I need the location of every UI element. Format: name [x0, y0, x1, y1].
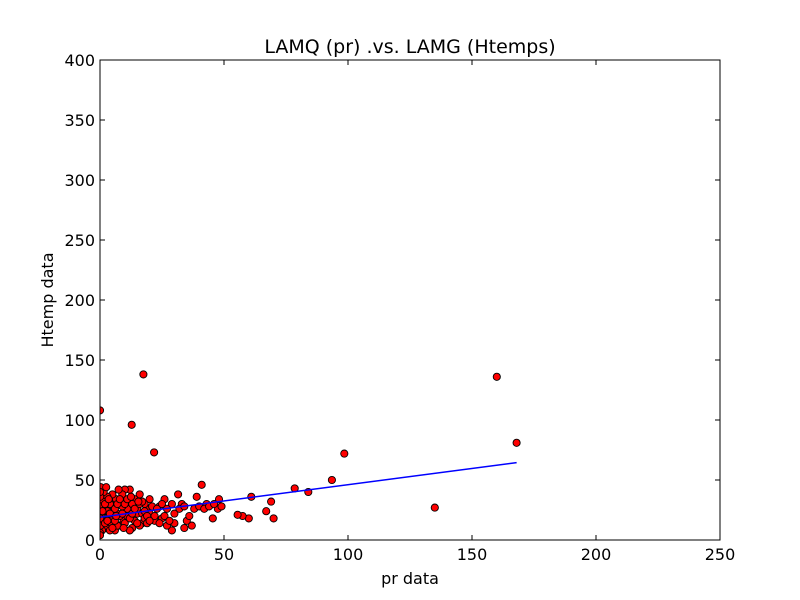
data-point: [430, 503, 439, 512]
data-point: [114, 485, 123, 494]
data-point: [167, 526, 176, 535]
data-point: [167, 499, 176, 509]
data-point: [165, 516, 174, 525]
data-point: [145, 516, 154, 525]
trend-line: [99, 461, 517, 518]
data-point: [327, 475, 336, 485]
data-point: [119, 523, 128, 533]
y-tick-label: 50: [75, 471, 95, 490]
y-tick-label: 300: [64, 171, 95, 190]
data-point: [269, 514, 278, 523]
data-point: [233, 510, 242, 519]
data-point: [145, 495, 154, 504]
y-tick-label: 200: [64, 291, 95, 310]
data-point: [267, 497, 276, 506]
plot-area: 0 50 100 150 200 250 0 50 100 150 200 250 300 350 400: [64, 51, 735, 564]
y-tick-label: 400: [64, 51, 95, 70]
y-tick-label: 250: [64, 231, 95, 250]
data-point: [217, 502, 226, 511]
x-tick-label: 150: [457, 545, 488, 564]
y-tick-label: 150: [64, 351, 95, 370]
data-point: [185, 511, 194, 521]
data-point: [102, 483, 111, 492]
data-point: [127, 420, 136, 429]
y-tick-label: 350: [64, 111, 95, 130]
x-tick-label: 250: [705, 545, 736, 564]
data-point: [180, 523, 189, 533]
data-point: [155, 519, 164, 528]
data-point: [192, 492, 201, 501]
x-tick-label: 100: [333, 545, 364, 564]
data-point: [512, 438, 521, 447]
y-tick-label: 100: [64, 411, 95, 430]
data-point: [170, 509, 179, 518]
x-tick-label: 200: [581, 545, 612, 564]
x-axis-label: pr data: [381, 569, 439, 588]
data-point: [108, 523, 117, 533]
data-point: [174, 490, 183, 499]
data-point: [100, 507, 107, 516]
data-point: [160, 511, 169, 521]
data-point: [340, 449, 349, 458]
data-point: [197, 480, 206, 489]
data-point: [262, 507, 271, 516]
data-point: [133, 519, 142, 528]
data-point: [492, 372, 501, 381]
y-tick-label: 0: [85, 531, 95, 550]
chart-title: LAMQ (pr) .vs. LAMG (Htemps): [264, 36, 555, 58]
x-tick-label: 50: [214, 545, 234, 564]
data-point: [134, 497, 143, 506]
data-point: [139, 370, 148, 379]
data-point: [150, 448, 159, 457]
data-point: [126, 492, 136, 501]
x-tick-label: 0: [95, 545, 105, 564]
data-point: [103, 516, 112, 525]
data-points: [100, 370, 521, 540]
data-point: [208, 514, 217, 523]
data-point: [187, 521, 196, 530]
data-point: [157, 499, 167, 509]
y-axis-label: Htemp data: [38, 252, 57, 347]
data-point: [104, 495, 113, 504]
